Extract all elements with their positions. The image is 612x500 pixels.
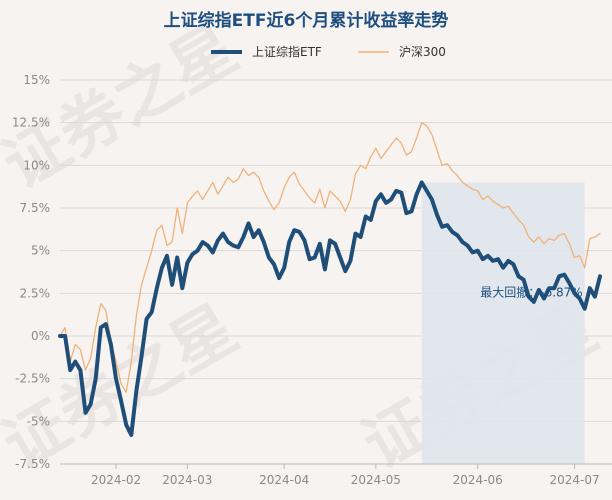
x-tick-label: 2024-07: [549, 473, 599, 487]
y-tick-label: 2.5%: [20, 286, 51, 300]
drawdown-label: 最大回撤：-6.87%: [480, 285, 582, 300]
legend-label-hs300: 沪深300: [399, 45, 446, 59]
x-tick-label: 2024-02: [91, 473, 141, 487]
y-tick-label: 5%: [31, 244, 50, 258]
watermark-text-2: 证券之星: [0, 292, 250, 484]
y-axis: 15% 12.5% 10% 7.5% 5% 2.5% 0% -2.5% -5% -7.5%: [12, 73, 50, 471]
legend: 上证综指ETF 沪深300: [211, 44, 446, 59]
y-tick-label: -5%: [27, 414, 50, 428]
series-line-etf: [58, 180, 602, 437]
watermark-text-1: 证券之星: [0, 12, 250, 204]
x-axis: 2024-02 2024-03 2024-04 2024-05 2024-06 2024-…: [60, 463, 612, 487]
x-tick-label: 2024-03: [162, 473, 212, 487]
y-tick-label: 15%: [23, 73, 50, 87]
series-line-hs300: [59, 122, 601, 393]
x-tick-label: 2024-06: [453, 473, 503, 487]
y-tick-label: 12.5%: [12, 116, 50, 130]
legend-label-etf: 上证综指ETF: [252, 44, 322, 59]
chart-title: 上证综指ETF近6个月累计收益率走势: [164, 10, 449, 31]
y-tick-label: -2.5%: [15, 372, 50, 386]
y-tick-label: 10%: [23, 158, 50, 172]
x-tick-label: 2024-04: [259, 473, 309, 487]
series-group: [58, 122, 602, 437]
x-tick-label: 2024-05: [351, 473, 401, 487]
y-tick-label: 7.5%: [20, 201, 51, 215]
y-tick-label: 0%: [31, 329, 50, 343]
y-tick-label: -7.5%: [15, 457, 50, 471]
